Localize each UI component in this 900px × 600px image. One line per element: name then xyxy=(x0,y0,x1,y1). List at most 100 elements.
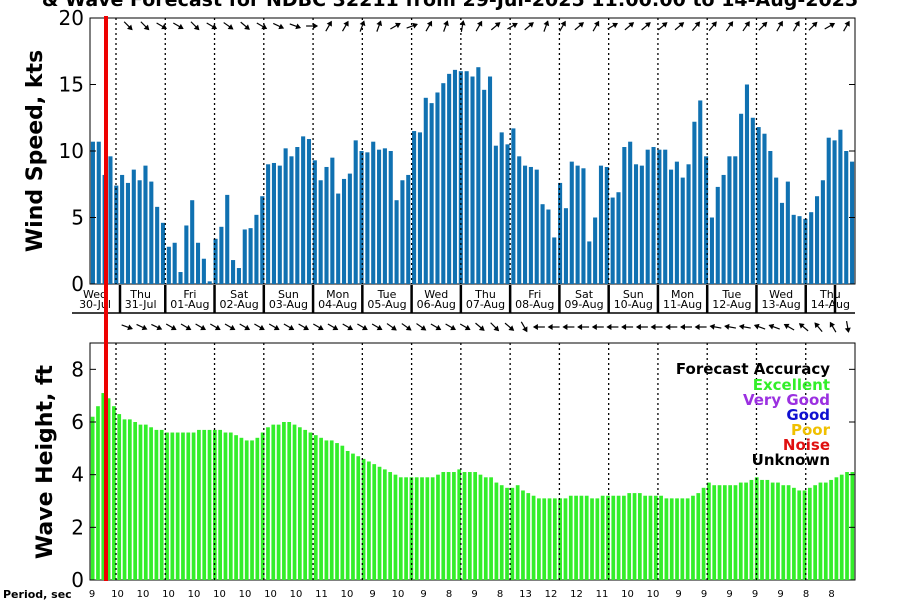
wind-bar-105 xyxy=(704,156,709,284)
wind-dir-arrow-13 xyxy=(341,20,349,32)
wind-bar-14 xyxy=(172,242,177,284)
period-value-15: 9 xyxy=(471,589,477,600)
wind-bar-61 xyxy=(447,73,452,284)
wave-bar-96 xyxy=(600,495,605,580)
wave-bar-8 xyxy=(133,422,138,580)
wind-bar-109 xyxy=(727,156,732,284)
wave-bar-50 xyxy=(356,456,361,580)
wind-bar-72 xyxy=(511,128,516,284)
wave-dir-arrow-33 xyxy=(606,324,619,330)
wave-bar-94 xyxy=(590,498,594,580)
wave-dir-arrow-2 xyxy=(151,323,163,331)
period-value-29: 8 xyxy=(828,589,834,600)
wind-dir-arrow-14 xyxy=(359,20,366,32)
wind-bar-8 xyxy=(137,180,142,284)
wave-bar-47 xyxy=(340,445,345,580)
wave-bar-67 xyxy=(446,472,451,580)
wave-dir-arrow-25 xyxy=(490,322,500,332)
wind-bar-87 xyxy=(598,165,604,284)
wave-bar-57 xyxy=(393,474,398,580)
wave-bar-40 xyxy=(303,429,308,580)
wave-dir-arrow-47 xyxy=(814,322,823,332)
wind-bar-9 xyxy=(143,165,148,284)
wave-dir-arrow-26 xyxy=(504,322,515,331)
wind-bar-37 xyxy=(306,139,312,284)
day-label-date-13: 12-Aug xyxy=(712,298,751,311)
period-value-18: 12 xyxy=(545,589,558,600)
wave-dir-arrow-14 xyxy=(327,323,339,331)
day-label-date-8: 07-Aug xyxy=(466,298,505,311)
wave-bar-10 xyxy=(143,424,148,580)
wave-dir-arrow-36 xyxy=(650,324,663,330)
period-value-26: 9 xyxy=(752,589,758,600)
wind-dir-arrow-26 xyxy=(559,20,566,32)
wind-bar-110 xyxy=(733,156,738,284)
wind-bar-33 xyxy=(283,148,288,284)
wave-bar-85 xyxy=(542,498,547,580)
wind-bar-95 xyxy=(645,149,650,284)
wind-bar-68 xyxy=(487,76,493,285)
wave-tick-label-3: 6 xyxy=(71,410,84,434)
wind-y-ticks: 0 5 10 15 20 xyxy=(59,6,855,296)
wave-bar-111 xyxy=(680,498,685,580)
period-value-28: 8 xyxy=(803,589,809,600)
day-label-date-7: 06-Aug xyxy=(417,298,456,311)
wind-bar-48 xyxy=(371,141,376,284)
wind-bar-63 xyxy=(458,71,463,284)
wave-bar-13 xyxy=(159,429,164,580)
wave-dir-arrow-7 xyxy=(224,323,236,331)
wind-bar-10 xyxy=(149,181,154,284)
wind-bar-76 xyxy=(534,169,539,284)
wind-dir-arrow-42 xyxy=(824,22,836,30)
wind-dir-arrow-18 xyxy=(425,20,433,32)
chart-title: & Wave Forecast for NDBC 32211 from 29-J… xyxy=(42,0,858,11)
wave-dir-arrow-48 xyxy=(829,321,837,333)
wind-y-axis-label: Wind Speed, kts xyxy=(23,50,48,252)
wind-bar-66 xyxy=(476,67,481,285)
wave-dir-arrow-12 xyxy=(298,323,309,331)
period-row: 9 10 10 10 10 10 10 10 10 11 10 9 10 9 8 9 8 13 12 12 11 10 10… xyxy=(89,589,835,600)
legend-item-0: Excellent xyxy=(753,376,830,394)
wind-bar-108 xyxy=(721,174,726,284)
wind-dir-arrow-0 xyxy=(123,21,133,31)
wave-dir-arrow-4 xyxy=(180,323,192,331)
wave-bar-77 xyxy=(499,485,504,580)
wave-bar-135 xyxy=(807,487,812,580)
wind-bar-121 xyxy=(797,216,802,284)
day-label-dow-13: Tue xyxy=(721,288,741,301)
wind-bar-62 xyxy=(452,69,458,285)
wind-bar-127 xyxy=(832,140,837,284)
wave-bar-137 xyxy=(818,482,823,580)
wave-bar-86 xyxy=(547,498,552,580)
wind-dir-arrow-6 xyxy=(223,22,234,30)
wind-bar-118 xyxy=(779,202,785,284)
wind-bar-58 xyxy=(429,103,434,285)
wave-bar-140 xyxy=(834,477,839,580)
wave-dir-arrow-30 xyxy=(562,324,575,330)
wave-bar-84 xyxy=(537,498,541,580)
wave-bar-121 xyxy=(733,485,738,580)
wave-bar-3 xyxy=(106,398,111,580)
wind-bar-125 xyxy=(820,180,825,284)
wind-bar-71 xyxy=(505,144,510,284)
wind-bar-79 xyxy=(552,237,557,284)
wave-bar-19 xyxy=(191,432,196,580)
legend-item-4: Noise xyxy=(783,436,830,454)
wind-bars-group xyxy=(90,67,855,285)
wind-bar-83 xyxy=(575,165,580,284)
wind-bar-35 xyxy=(295,147,300,284)
wind-bar-29 xyxy=(260,196,265,284)
period-value-9: 11 xyxy=(315,589,328,600)
wind-tick-label-0: 0 xyxy=(71,272,84,296)
wave-bar-71 xyxy=(467,472,472,580)
wave-bar-20 xyxy=(197,429,201,580)
wave-dir-arrow-24 xyxy=(475,322,485,331)
wind-dir-arrow-20 xyxy=(459,20,466,33)
wave-bar-25 xyxy=(223,432,228,580)
wind-bar-23 xyxy=(225,194,230,284)
wind-bar-104 xyxy=(698,100,703,285)
wind-bar-36 xyxy=(301,136,306,284)
day-gridlines xyxy=(115,18,807,580)
wave-bar-41 xyxy=(308,432,313,580)
